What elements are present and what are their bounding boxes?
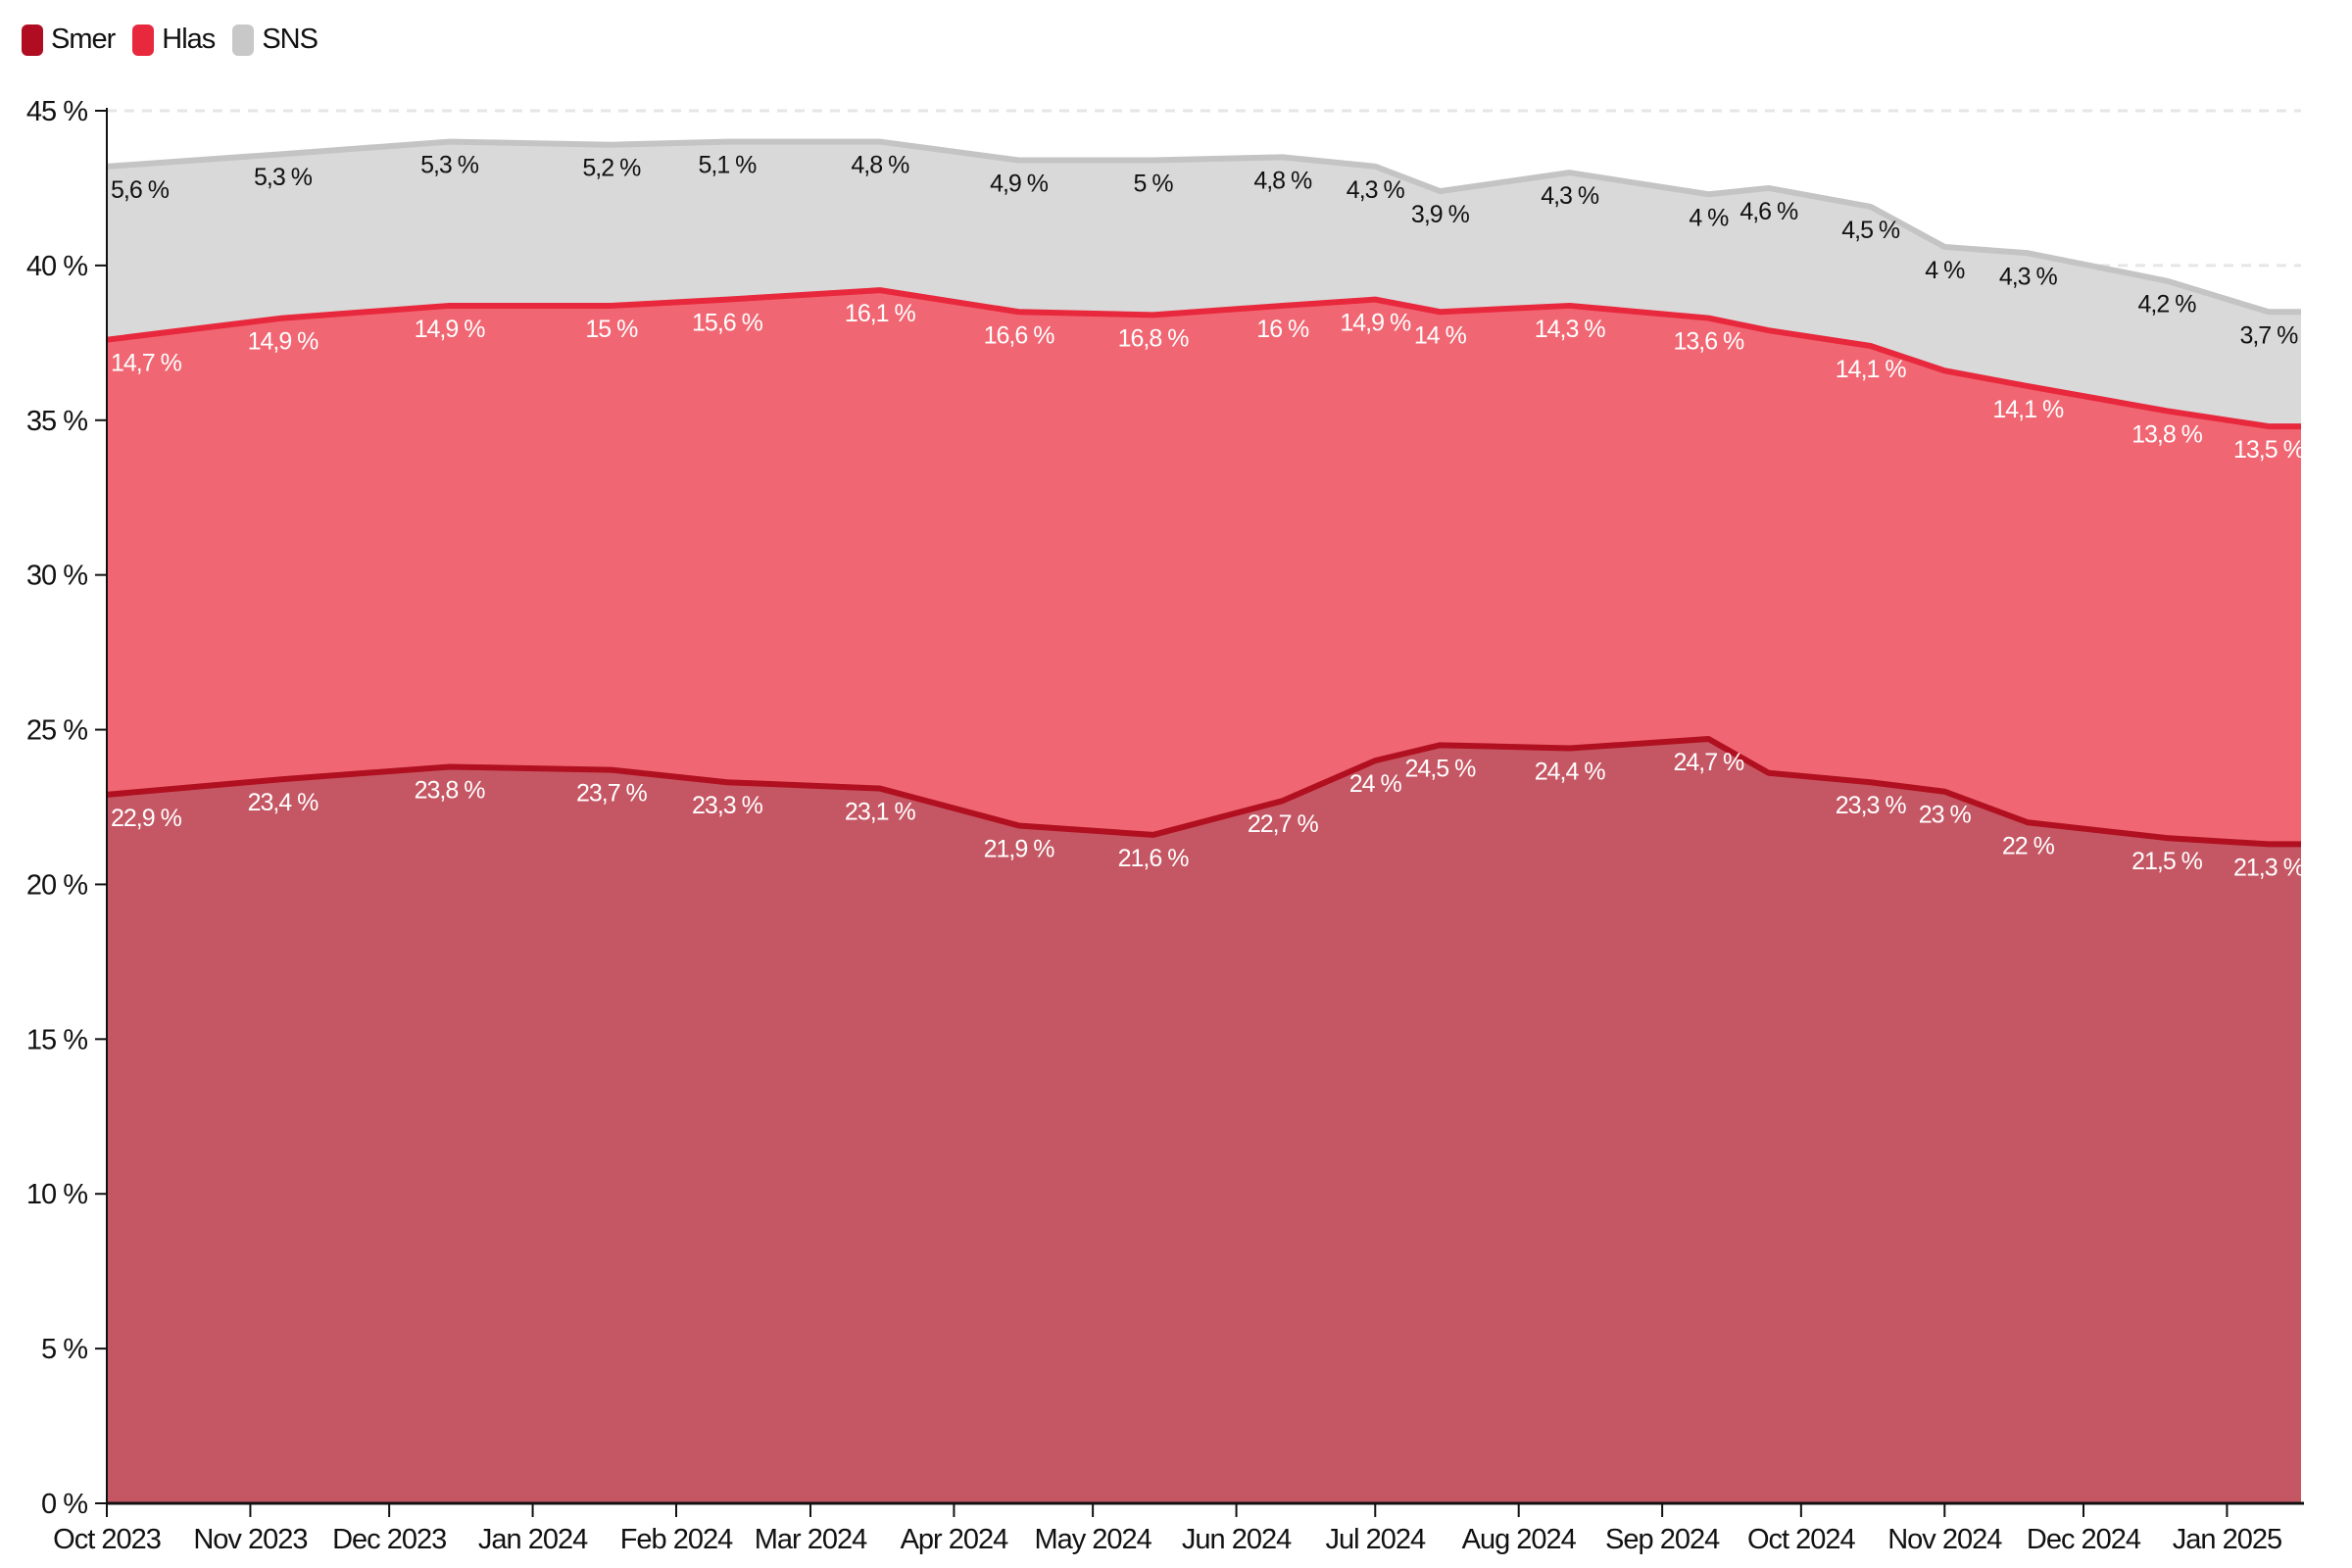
data-label-smer: 23,1 % bbox=[845, 799, 916, 826]
x-tick-label: Aug 2024 bbox=[1462, 1524, 1577, 1555]
data-label-sns: 3,7 % bbox=[2239, 321, 2298, 349]
data-label-smer: 21,9 % bbox=[984, 835, 1055, 862]
data-label-smer: 21,5 % bbox=[2132, 848, 2203, 875]
area-sns bbox=[107, 141, 2301, 427]
y-tick-label: 45 % bbox=[26, 96, 87, 127]
legend-item-smer[interactable]: Smer bbox=[22, 24, 116, 56]
x-tick-label: Feb 2024 bbox=[620, 1524, 733, 1555]
legend-item-sns[interactable]: SNS bbox=[232, 24, 318, 56]
data-label-sns: 4,8 % bbox=[851, 152, 909, 179]
data-label-hlas: 14,3 % bbox=[1535, 316, 1606, 343]
data-label-smer: 23,7 % bbox=[576, 780, 648, 808]
data-label-smer: 22 % bbox=[2002, 832, 2055, 859]
data-label-hlas: 14,9 % bbox=[248, 328, 319, 356]
x-tick-label: Oct 2023 bbox=[53, 1524, 161, 1555]
data-label-hlas: 14,9 % bbox=[1340, 310, 1411, 337]
legend-swatch-smer bbox=[22, 24, 43, 56]
data-label-smer: 22,9 % bbox=[111, 805, 182, 832]
data-label-hlas: 14,1 % bbox=[1992, 396, 2064, 423]
data-label-sns: 4 % bbox=[1689, 204, 1729, 231]
x-tick-label: Mar 2024 bbox=[755, 1524, 867, 1555]
chart-legend: Smer Hlas SNS bbox=[22, 24, 318, 56]
y-tick-label: 30 % bbox=[26, 561, 87, 592]
legend-label-sns: SNS bbox=[262, 24, 318, 55]
data-label-hlas: 16,8 % bbox=[1118, 324, 1190, 352]
data-label-smer: 21,6 % bbox=[1118, 845, 1190, 872]
data-label-hlas: 14 % bbox=[1414, 321, 1467, 349]
data-label-smer: 21,3 % bbox=[2233, 854, 2305, 881]
data-label-smer: 22,7 % bbox=[1248, 810, 1319, 838]
data-label-hlas: 14,7 % bbox=[111, 350, 182, 377]
y-tick-label: 25 % bbox=[26, 715, 87, 747]
data-label-sns: 4,6 % bbox=[1740, 198, 1798, 225]
y-tick-label: 10 % bbox=[26, 1179, 87, 1210]
data-label-hlas: 16 % bbox=[1256, 316, 1309, 343]
legend-swatch-hlas bbox=[132, 24, 155, 56]
data-label-smer: 24,5 % bbox=[1404, 755, 1476, 782]
data-label-sns: 4,9 % bbox=[990, 171, 1049, 198]
legend-item-hlas[interactable]: Hlas bbox=[132, 24, 216, 56]
data-label-smer: 24 % bbox=[1349, 770, 1402, 798]
data-label-hlas: 15,6 % bbox=[692, 310, 763, 337]
area-hlas bbox=[107, 290, 2301, 845]
x-tick-label: May 2024 bbox=[1034, 1524, 1152, 1555]
data-label-smer: 23,4 % bbox=[248, 789, 319, 816]
x-tick-label: Jun 2024 bbox=[1182, 1524, 1292, 1555]
data-label-smer: 23,3 % bbox=[1836, 792, 1907, 819]
data-label-sns: 4,3 % bbox=[1999, 263, 2058, 290]
data-label-sns: 4,2 % bbox=[2138, 291, 2197, 318]
data-label-smer: 23,3 % bbox=[692, 792, 763, 819]
y-tick-label: 5 % bbox=[41, 1334, 87, 1365]
data-label-sns: 5,6 % bbox=[111, 176, 170, 204]
x-tick-label: Sep 2024 bbox=[1605, 1524, 1720, 1555]
data-label-sns: 5,3 % bbox=[254, 164, 313, 191]
y-tick-label: 35 % bbox=[26, 406, 87, 437]
line-hlas bbox=[106, 287, 2301, 430]
data-label-sns: 4,5 % bbox=[1841, 217, 1900, 244]
data-label-sns: 4,3 % bbox=[1541, 182, 1599, 210]
line-smer bbox=[106, 736, 2301, 848]
y-tick-label: 40 % bbox=[26, 251, 87, 282]
x-tick-label: Dec 2024 bbox=[2027, 1524, 2141, 1555]
x-tick-label: Dec 2023 bbox=[332, 1524, 446, 1555]
data-label-hlas: 13,6 % bbox=[1673, 328, 1744, 356]
x-tick-label: Nov 2024 bbox=[1887, 1524, 2002, 1555]
x-tick-label: Apr 2024 bbox=[901, 1524, 1009, 1555]
data-label-sns: 5,2 % bbox=[582, 155, 641, 182]
x-tick-label: Jul 2024 bbox=[1325, 1524, 1426, 1555]
data-label-hlas: 13,5 % bbox=[2233, 436, 2305, 464]
legend-swatch-sns bbox=[232, 24, 255, 56]
area-smer bbox=[107, 739, 2301, 1503]
data-label-smer: 23,8 % bbox=[415, 776, 486, 804]
data-label-hlas: 13,8 % bbox=[2132, 420, 2203, 448]
data-label-sns: 5 % bbox=[1133, 171, 1173, 198]
line-sns bbox=[106, 138, 2301, 316]
data-label-sns: 5,1 % bbox=[698, 152, 757, 179]
x-tick-label: Oct 2024 bbox=[1747, 1524, 1856, 1555]
data-label-hlas: 16,6 % bbox=[984, 321, 1055, 349]
x-tick-label: Jan 2025 bbox=[2173, 1524, 2281, 1555]
legend-label-hlas: Hlas bbox=[162, 24, 216, 55]
data-label-sns: 3,9 % bbox=[1411, 201, 1470, 228]
y-tick-label: 20 % bbox=[26, 869, 87, 901]
data-label-smer: 24,7 % bbox=[1673, 749, 1744, 776]
data-label-sns: 5,3 % bbox=[420, 152, 479, 179]
x-tick-label: Nov 2023 bbox=[193, 1524, 307, 1555]
y-tick-label: 0 % bbox=[41, 1489, 87, 1520]
data-label-hlas: 14,9 % bbox=[415, 316, 486, 343]
data-label-sns: 4,8 % bbox=[1253, 167, 1312, 194]
legend-label-smer: Smer bbox=[51, 24, 116, 55]
data-label-sns: 4 % bbox=[1925, 257, 1965, 284]
data-label-hlas: 16,1 % bbox=[845, 300, 916, 327]
y-tick-label: 15 % bbox=[26, 1024, 87, 1055]
x-tick-label: Jan 2024 bbox=[478, 1524, 588, 1555]
data-label-hlas: 14,1 % bbox=[1836, 356, 1907, 383]
data-label-hlas: 15 % bbox=[585, 316, 638, 343]
data-label-smer: 24,4 % bbox=[1535, 759, 1606, 786]
data-label-smer: 23 % bbox=[1919, 802, 1972, 829]
data-label-sns: 4,3 % bbox=[1347, 176, 1405, 204]
